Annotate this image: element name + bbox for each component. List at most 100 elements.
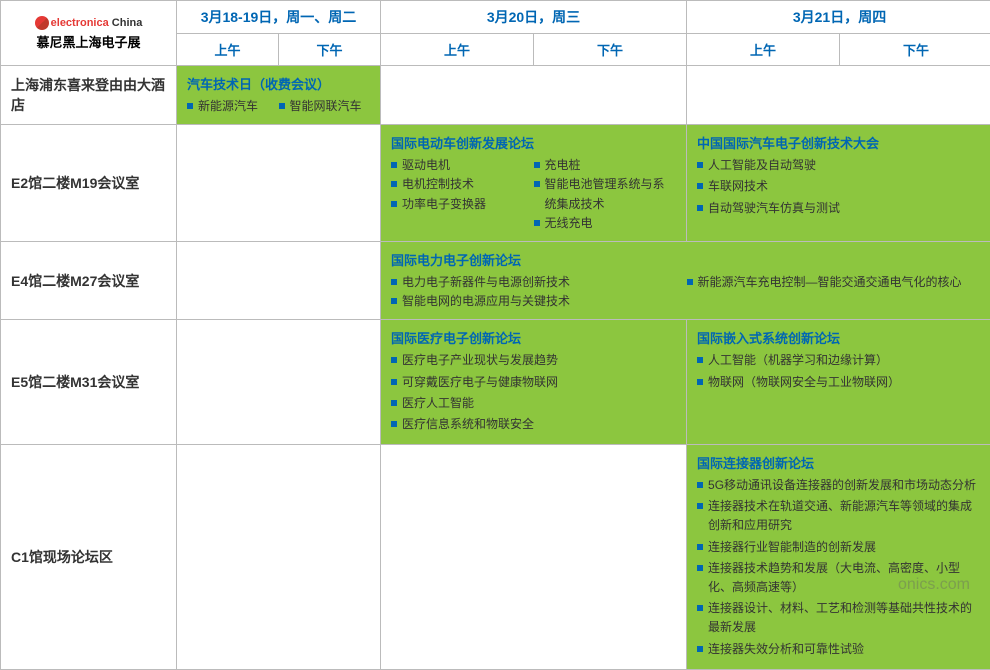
date-header-0: 3月18-19日，周一、周二 (177, 1, 381, 34)
session-topic: 5G移动通讯设备连接器的创新发展和市场动态分析 (697, 476, 982, 495)
bullet-icon (697, 605, 703, 611)
topic-text: 智能电池管理系统与系统集成技术 (545, 175, 677, 213)
logo-icon (35, 16, 49, 30)
session-topic: 智能电网的电源应用与关键技术 (391, 292, 687, 311)
topic-text: 新能源汽车 (198, 97, 258, 116)
bullet-icon (697, 565, 703, 571)
bullet-icon (391, 162, 397, 168)
venue-label: 上海浦东喜来登由由大酒店 (1, 66, 177, 125)
venue-label: E5馆二楼M31会议室 (1, 320, 177, 445)
topic-text: 无线充电 (545, 214, 593, 233)
topic-text: 连接器技术在轨道交通、新能源汽车等领域的集成创新和应用研究 (708, 497, 982, 535)
session-topic: 医疗电子产业现状与发展趋势 (391, 351, 676, 370)
session-topic: 驱动电机 (391, 156, 534, 175)
period-am-1: 上午 (381, 34, 534, 66)
bullet-icon (279, 103, 285, 109)
topic-text: 可穿戴医疗电子与健康物联网 (402, 373, 558, 392)
topic-text: 电机控制技术 (402, 175, 474, 194)
session-topic: 人工智能及自动驾驶 (697, 156, 982, 175)
bullet-icon (391, 400, 397, 406)
topic-text: 医疗人工智能 (402, 394, 474, 413)
bullet-icon (534, 181, 540, 187)
venue-label: E4馆二楼M27会议室 (1, 241, 177, 319)
bullet-icon (697, 183, 703, 189)
session-topic: 智能网联汽车 (279, 97, 371, 116)
table-row: E4馆二楼M27会议室 国际电力电子创新论坛电力电子新器件与电源创新技术智能电网… (1, 241, 990, 319)
topic-text: 人工智能及自动驾驶 (708, 156, 816, 175)
session-title: 国际医疗电子创新论坛 (391, 328, 676, 347)
logo-top: electronica China (5, 16, 172, 30)
session-topic: 电力电子新器件与电源创新技术 (391, 273, 687, 292)
period-pm-2: 下午 (840, 34, 990, 66)
session-topic: 连接器行业智能制造的创新发展 (697, 538, 982, 557)
empty-cell (177, 445, 381, 670)
bullet-icon (391, 357, 397, 363)
bullet-icon (697, 544, 703, 550)
session-cell: 汽车技术日（收费会议）新能源汽车智能网联汽车 (177, 66, 381, 125)
session-topic: 新能源汽车 (187, 97, 279, 116)
session-cell: 国际嵌入式系统创新论坛人工智能（机器学习和边缘计算） 物联网（物联网安全与工业物联… (687, 320, 990, 445)
period-am-2: 上午 (687, 34, 840, 66)
session-topic: 车联网技术 (697, 177, 982, 196)
session-topic: 物联网（物联网安全与工业物联网） (697, 373, 982, 392)
date-header-2: 3月21日，周四 (687, 1, 990, 34)
session-topic: 新能源汽车充电控制—智能交通交通电气化的核心 (687, 273, 983, 292)
topic-text: 车联网技术 (708, 177, 768, 196)
date-header-1: 3月20日，周三 (381, 1, 687, 34)
topic-text: 智能网联汽车 (290, 97, 362, 116)
bullet-icon (187, 103, 193, 109)
topic-text: 连接器技术趋势和发展（大电流、高密度、小型化、高频高速等） (708, 559, 982, 597)
logo-brand: electronica China (51, 17, 143, 29)
topic-text: 医疗电子产业现状与发展趋势 (402, 351, 558, 370)
session-topic: 连接器设计、材料、工艺和检测等基础共性技术的最新发展 (697, 599, 982, 637)
empty-cell (687, 66, 990, 125)
empty-cell (177, 125, 381, 242)
topic-text: 物联网（物联网安全与工业物联网） (708, 373, 900, 392)
session-topic: 充电桩 (534, 156, 677, 175)
session-topic: 连接器失效分析和可靠性试验 (697, 640, 982, 659)
bullet-icon (687, 279, 693, 285)
topic-text: 功率电子变换器 (402, 195, 486, 214)
session-topic: 电机控制技术 (391, 175, 534, 194)
table-row: E2馆二楼M19会议室 国际电动车创新发展论坛驱动电机电机控制技术功率电子变换器… (1, 125, 990, 242)
session-title: 国际嵌入式系统创新论坛 (697, 328, 982, 347)
bullet-icon (697, 205, 703, 211)
period-am-0: 上午 (177, 34, 279, 66)
empty-cell (381, 66, 687, 125)
session-topic: 功率电子变换器 (391, 195, 534, 214)
session-topic: 医疗人工智能 (391, 394, 676, 413)
venue-label: C1馆现场论坛区 (1, 445, 177, 670)
bullet-icon (697, 503, 703, 509)
bullet-icon (697, 379, 703, 385)
topic-text: 医疗信息系统和物联安全 (402, 415, 534, 434)
session-cell: 中国国际汽车电子创新技术大会人工智能及自动驾驶车联网技术自动驾驶汽车仿真与测试 (687, 125, 990, 242)
bullet-icon (697, 357, 703, 363)
topic-text: 自动驾驶汽车仿真与测试 (708, 199, 840, 218)
table-row: E5馆二楼M31会议室 国际医疗电子创新论坛医疗电子产业现状与发展趋势可穿戴医疗… (1, 320, 990, 445)
topic-text: 驱动电机 (402, 156, 450, 175)
topic-text: 连接器设计、材料、工艺和检测等基础共性技术的最新发展 (708, 599, 982, 637)
session-topic: 医疗信息系统和物联安全 (391, 415, 676, 434)
bullet-icon (697, 162, 703, 168)
period-pm-1: 下午 (534, 34, 687, 66)
topic-text: 新能源汽车充电控制—智能交通交通电气化的核心 (698, 273, 962, 292)
session-cell: 国际医疗电子创新论坛医疗电子产业现状与发展趋势可穿戴医疗电子与健康物联网医疗人工… (381, 320, 687, 445)
bullet-icon (534, 220, 540, 226)
bullet-icon (534, 162, 540, 168)
session-topic: 可穿戴医疗电子与健康物联网 (391, 373, 676, 392)
bullet-icon (391, 421, 397, 427)
table-row: 上海浦东喜来登由由大酒店汽车技术日（收费会议）新能源汽车智能网联汽车 (1, 66, 990, 125)
bullet-icon (391, 181, 397, 187)
session-topic: 人工智能（机器学习和边缘计算） (697, 351, 982, 370)
session-cell: 国际电力电子创新论坛电力电子新器件与电源创新技术智能电网的电源应用与关键技术新能… (381, 241, 990, 319)
logo-subtitle: 慕尼黑上海电子展 (5, 32, 172, 51)
session-title: 中国国际汽车电子创新技术大会 (697, 133, 982, 152)
bullet-icon (391, 279, 397, 285)
period-pm-0: 下午 (279, 34, 381, 66)
venue-label: E2馆二楼M19会议室 (1, 125, 177, 242)
topic-text: 智能电网的电源应用与关键技术 (402, 292, 570, 311)
bullet-icon (697, 646, 703, 652)
session-topic: 无线充电 (534, 214, 677, 233)
topic-text: 5G移动通讯设备连接器的创新发展和市场动态分析 (708, 476, 976, 495)
session-topic: 自动驾驶汽车仿真与测试 (697, 199, 982, 218)
